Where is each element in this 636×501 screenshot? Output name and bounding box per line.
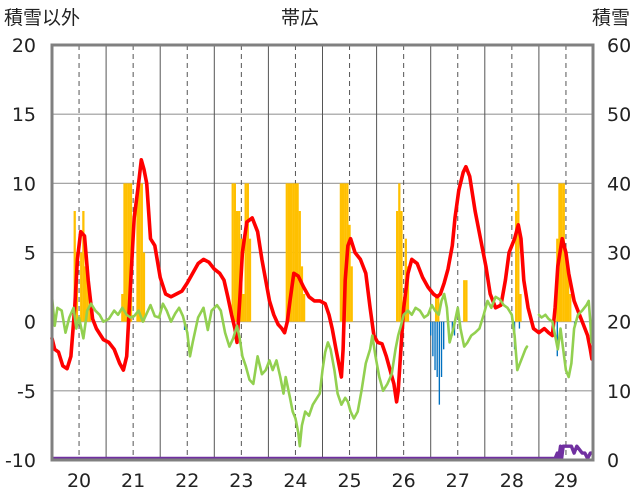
sunshine-bar bbox=[300, 266, 304, 322]
precipitation-bar bbox=[440, 321, 443, 377]
y-right-tick-label: 0 bbox=[607, 450, 619, 472]
precipitation-bar bbox=[556, 321, 558, 357]
dewpoint-line bbox=[50, 292, 529, 448]
y-right-tick-label: 60 bbox=[607, 35, 631, 57]
x-tick-label: 22 bbox=[175, 470, 199, 492]
y-right-tick-label: 40 bbox=[607, 173, 631, 195]
sunshine-bar bbox=[125, 183, 128, 322]
sunshine-bar bbox=[238, 211, 241, 322]
sunshine-bar bbox=[302, 294, 306, 322]
precipitation-bar bbox=[436, 321, 438, 377]
sunshine-bar bbox=[515, 211, 518, 322]
sunshine-bar bbox=[246, 183, 249, 322]
plot-frame bbox=[50, 43, 595, 462]
sunshine-bar bbox=[231, 183, 234, 322]
sunshine-bar bbox=[339, 183, 343, 322]
sunshine-bar bbox=[73, 211, 76, 322]
sunshine-bar bbox=[400, 211, 403, 322]
y-right-tick-label: 50 bbox=[607, 104, 631, 126]
sunshine-bar bbox=[84, 266, 87, 322]
sunshine-bar bbox=[348, 224, 351, 322]
sunshine-bar bbox=[519, 294, 522, 322]
y-left-tick-label: 5 bbox=[24, 243, 36, 265]
sunshine-bar bbox=[344, 183, 347, 322]
dewpoint-line bbox=[537, 299, 593, 379]
precipitation-bar bbox=[443, 321, 445, 350]
y-left-tick-label: 0 bbox=[24, 312, 36, 334]
sunshine-bar bbox=[287, 183, 291, 322]
sunshine-bar bbox=[136, 183, 139, 322]
y-left-tick-label: 10 bbox=[12, 173, 36, 195]
sunshine-bar bbox=[244, 183, 247, 322]
y-left-tick-label: 20 bbox=[12, 35, 36, 57]
sunshine-bar bbox=[437, 294, 440, 322]
y-left-tick-label: -5 bbox=[17, 381, 36, 403]
sunshine-bar bbox=[296, 183, 299, 322]
sunshine-bar bbox=[86, 266, 89, 322]
chart-title: 帯広 bbox=[281, 7, 319, 29]
precipitation-bar bbox=[430, 321, 432, 336]
sunshine-bar bbox=[142, 252, 146, 322]
x-tick-label: 23 bbox=[229, 470, 253, 492]
sunshine-bar bbox=[517, 183, 520, 322]
x-tick-label: 24 bbox=[283, 470, 307, 492]
x-tick-label: 26 bbox=[392, 470, 416, 492]
sunshine-bar bbox=[289, 183, 293, 322]
temperature-line bbox=[50, 158, 594, 404]
sunshine-bar bbox=[434, 294, 438, 322]
sunshine-bar bbox=[463, 280, 466, 322]
x-tick-label: 28 bbox=[500, 470, 524, 492]
sunshine-bar bbox=[127, 183, 130, 322]
sunshine-bar bbox=[140, 183, 143, 322]
x-tick-label: 29 bbox=[554, 470, 578, 492]
sunshine-bar bbox=[82, 211, 85, 322]
line-layer bbox=[50, 158, 594, 461]
sunshine-bar bbox=[88, 307, 92, 322]
snow-depth-line bbox=[52, 444, 593, 461]
sunshine-bar bbox=[564, 252, 568, 322]
sunshine-bar bbox=[398, 183, 401, 322]
sunshine-bar bbox=[569, 294, 572, 322]
sunshine-bar bbox=[248, 238, 252, 322]
precipitation-bar bbox=[438, 321, 441, 405]
sunshine-bar bbox=[566, 266, 570, 322]
sunshine-bar bbox=[233, 183, 236, 322]
x-tick-label: 27 bbox=[446, 470, 470, 492]
y-right-axis-title: 積雪 bbox=[592, 7, 630, 29]
plot-border bbox=[50, 43, 595, 462]
x-tick-label: 21 bbox=[121, 470, 145, 492]
sunshine-bar bbox=[235, 211, 239, 322]
sunshine-bar bbox=[298, 211, 301, 322]
sunshine-bar bbox=[138, 183, 141, 322]
sunshine-bar bbox=[396, 211, 399, 322]
y-right-tick-label: 10 bbox=[607, 381, 631, 403]
precipitation-bar bbox=[434, 321, 436, 371]
sunshine-bar bbox=[242, 294, 245, 322]
sunshine-bar bbox=[406, 266, 410, 322]
sunshine-bar bbox=[80, 252, 83, 322]
sunshine-bar bbox=[123, 183, 126, 322]
x-tick-label: 25 bbox=[337, 470, 361, 492]
sunshine-bar bbox=[562, 183, 565, 322]
sunshine-bar bbox=[285, 183, 288, 322]
sunshine-bar bbox=[465, 280, 468, 322]
sunshine-bar bbox=[294, 183, 297, 322]
precipitation-bar bbox=[432, 321, 434, 357]
y-right-tick-label: 30 bbox=[607, 243, 631, 265]
y-left-axis-title: 積雪以外 bbox=[4, 7, 80, 29]
tick-labels: -10 -5 0 5 10 15 20 0 10 20 30 40 50 60 20 21 22 23 24 25 26… bbox=[5, 35, 631, 492]
sunshine-bar bbox=[341, 183, 345, 322]
precipitation-bar bbox=[518, 321, 521, 329]
x-tick-label: 20 bbox=[67, 470, 91, 492]
sunshine-bar bbox=[350, 266, 353, 322]
y-left-tick-label: -10 bbox=[5, 450, 36, 472]
y-right-tick-label: 20 bbox=[607, 312, 631, 334]
sunshine-bar bbox=[292, 183, 295, 322]
y-left-tick-label: 15 bbox=[12, 104, 36, 126]
